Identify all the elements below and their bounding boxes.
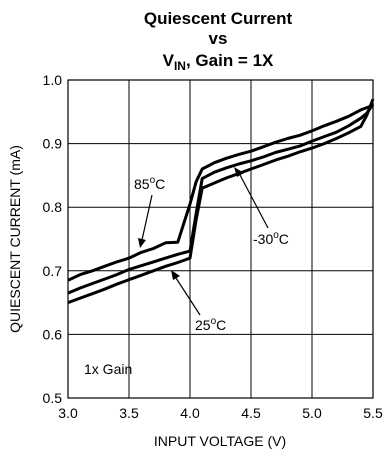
series-label-minus30c: -30oC	[253, 230, 289, 247]
label-25-rest: C	[216, 317, 226, 333]
title-v: V	[163, 51, 175, 70]
label-25-sup: o	[211, 316, 217, 327]
x-tick-label: 5.0	[302, 405, 322, 421]
label-m30-main: -30	[253, 231, 273, 247]
label-85-sup: o	[150, 175, 156, 186]
label-85-main: 85	[134, 176, 150, 192]
arrow-minus30c	[239, 174, 269, 229]
arrowhead-minus30c	[234, 167, 244, 177]
x-axis-label: INPUT VOLTAGE (V)	[154, 433, 286, 449]
x-tick-label: 3.0	[58, 405, 78, 421]
x-tick-label: 3.5	[119, 405, 139, 421]
series-label-85c: 85oC	[134, 175, 165, 192]
x-tick-label: 5.5	[363, 405, 383, 421]
title-sub-in: IN	[174, 59, 186, 73]
arrowhead-85c	[138, 238, 146, 248]
x-tick-labels: 3.0 3.5 4.0 4.5 5.0 5.5	[58, 405, 383, 421]
y-tick-label: 0.5	[43, 390, 63, 406]
arrowhead-25c	[171, 270, 180, 280]
arrow-85c	[141, 194, 153, 241]
y-tick-label: 0.8	[43, 199, 63, 215]
label-m30-rest: C	[279, 231, 289, 247]
label-85-rest: C	[155, 176, 165, 192]
title-gain: , Gain = 1X	[186, 51, 274, 70]
grid	[67, 79, 374, 399]
plot-frame	[67, 79, 374, 399]
label-m30-sup: o	[273, 230, 279, 241]
series-line-25c	[67, 103, 375, 295]
y-tick-label: 0.6	[43, 326, 63, 342]
y-tick-label: 0.7	[43, 263, 63, 279]
chart-title-line1: Quiescent Current	[144, 9, 293, 28]
y-axis-label: QUIESCENT CURRENT (mA)	[7, 145, 23, 333]
chart-title-line2: vs	[209, 29, 228, 48]
series-line-85c	[67, 103, 374, 282]
y-tick-label: 0.9	[43, 136, 63, 152]
y-tick-labels: 0.5 0.6 0.7 0.8 0.9 1.0	[43, 72, 63, 406]
series-lines	[67, 98, 375, 305]
y-tick-label: 1.0	[43, 72, 63, 88]
label-25-main: 25	[195, 317, 211, 333]
x-tick-label: 4.5	[241, 405, 261, 421]
arrow-25c	[175, 277, 201, 316]
chart-title-line3: VIN, Gain = 1X	[163, 51, 274, 73]
series-line-minus30c	[67, 98, 375, 305]
gain-annotation: 1x Gain	[84, 361, 132, 377]
x-tick-label: 4.0	[180, 405, 200, 421]
series-label-25c: 25oC	[195, 316, 226, 333]
